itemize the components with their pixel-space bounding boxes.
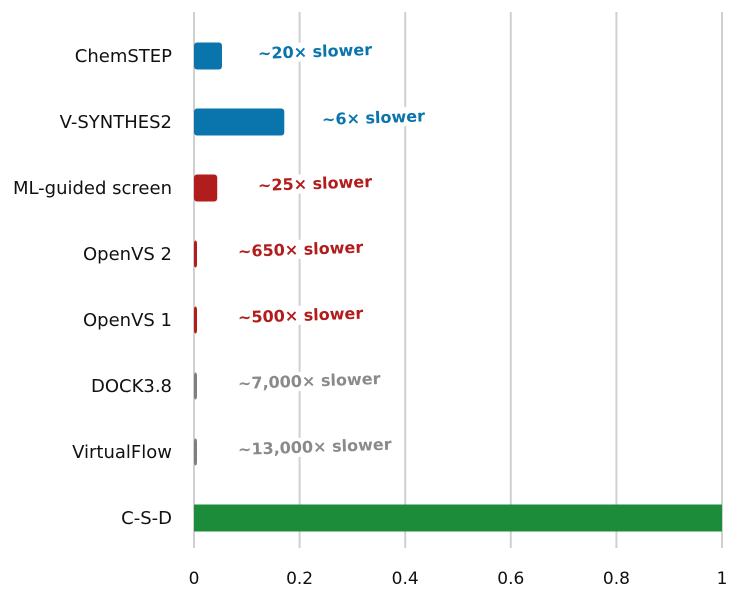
bar	[194, 42, 222, 70]
bar-annotation: ~650× slower	[238, 238, 364, 261]
bars	[194, 42, 722, 532]
x-tick-labels: 0 0.2 0.4 0.6 0.8 1	[189, 569, 728, 589]
annotation-group: ~6× slower	[319, 106, 428, 130]
category-label: C-S-D	[121, 508, 172, 529]
category-label: OpenVS 2	[83, 244, 172, 265]
bar	[194, 438, 197, 466]
category-label: V-SYNTHES2	[60, 112, 172, 133]
annotation-group: ~500× slower	[235, 303, 366, 328]
annotation-halo	[255, 171, 375, 196]
bar-annotation: ~25× slower	[258, 172, 373, 195]
category-label: ChemSTEP	[75, 46, 172, 67]
annotation-group: ~13,000× slower	[235, 434, 394, 460]
bar	[194, 240, 197, 268]
bar	[194, 108, 285, 136]
bar-annotation: ~500× slower	[238, 304, 364, 327]
annotation-group: ~650× slower	[235, 237, 366, 262]
bar-annotation: ~13,000× slower	[238, 435, 392, 459]
category-label: VirtualFlow	[72, 442, 172, 463]
annotation-halo	[255, 39, 375, 64]
annotation-halo	[235, 368, 383, 394]
x-tick-label: 0.4	[392, 569, 419, 589]
bar-annotation: ~6× slower	[322, 106, 426, 129]
grid-lines	[193, 12, 723, 548]
x-tick-label: 0.2	[286, 569, 313, 589]
annotation-group: ~20× slower	[255, 39, 375, 64]
annotation-group: ~7,000× slower	[235, 368, 383, 394]
annotation-halo	[235, 303, 366, 328]
x-tick-label: 1	[717, 569, 728, 589]
category-labels: ChemSTEP V-SYNTHES2 ML-guided screen OpenVS…	[13, 46, 172, 529]
annotation-halo	[319, 106, 428, 130]
annotation-halo	[235, 237, 366, 262]
category-label: DOCK3.8	[91, 376, 172, 397]
category-label: OpenVS 1	[83, 310, 172, 331]
x-tick-label: 0.8	[603, 569, 630, 589]
annotation-group: ~25× slower	[255, 171, 375, 196]
bar	[194, 372, 197, 400]
category-label: ML-guided screen	[13, 178, 172, 199]
x-tick-label: 0.6	[497, 569, 524, 589]
bar-annotation: ~20× slower	[258, 40, 373, 63]
bar	[194, 306, 197, 334]
annotations: ~20× slower ~6× slower ~25× slower ~650× sl…	[235, 39, 428, 460]
x-tick-label: 0	[189, 569, 200, 589]
annotation-halo	[235, 434, 394, 460]
bar	[194, 504, 722, 532]
bar	[194, 174, 218, 202]
bar-annotation: ~7,000× slower	[238, 369, 381, 393]
